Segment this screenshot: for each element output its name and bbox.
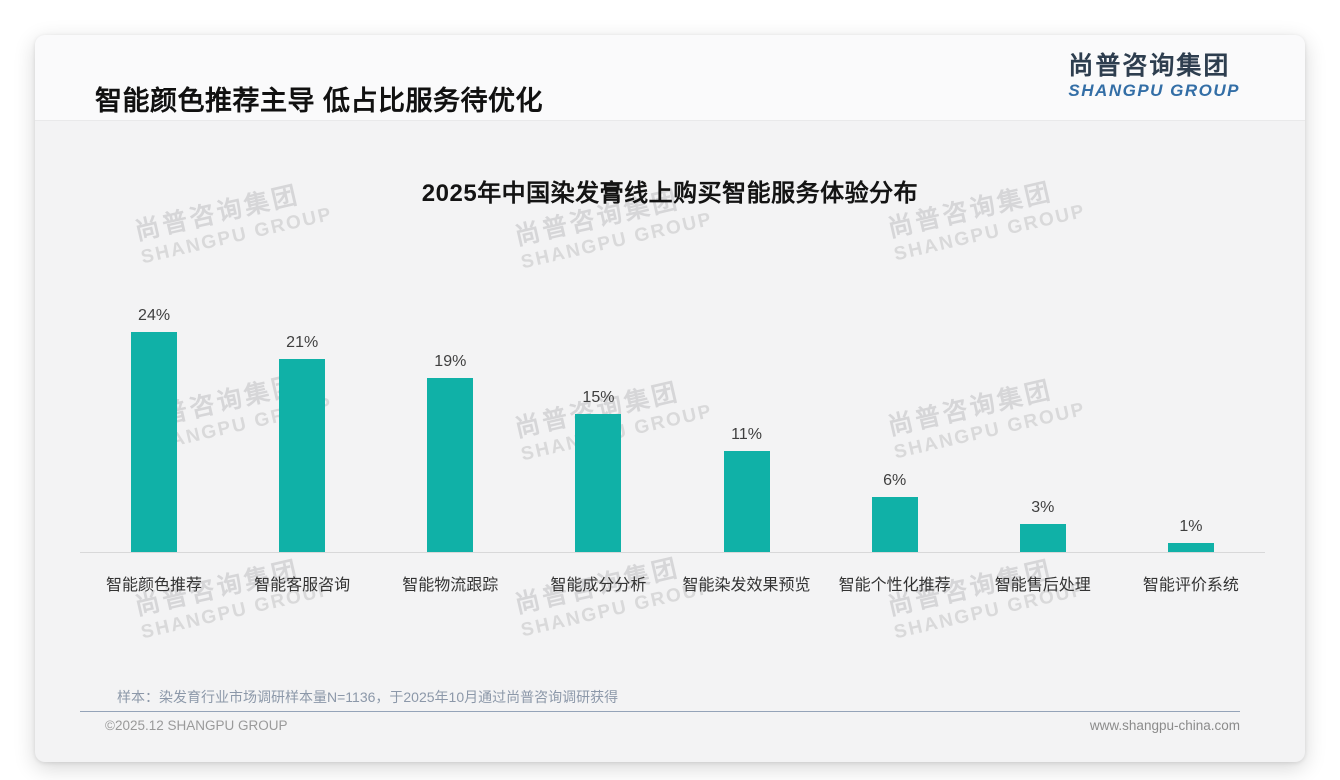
website-text: www.shangpu-china.com [1089, 718, 1240, 733]
chart-column: 1% [1117, 303, 1265, 552]
category-label: 智能颜色推荐 [106, 577, 203, 594]
category-label: 智能染发效果预览 [682, 577, 811, 594]
category-label: 智能成分分析 [550, 577, 647, 594]
bar-value-label: 24% [138, 307, 171, 324]
watermark-text-en: SHANGPU GROUP [892, 200, 1088, 266]
page-title: 智能颜色推荐主导 低占比服务待优化 [95, 86, 544, 116]
category-label: 智能客服咨询 [254, 577, 351, 594]
chart-bar [1019, 524, 1066, 552]
watermark-text-en: SHANGPU GROUP [139, 203, 335, 269]
bar-value-label: 6% [883, 472, 907, 489]
chart-bar [131, 332, 178, 552]
chart-column: 24% [80, 303, 228, 552]
company-logo: 尚普咨询集团 SHANGPU GROUP [1068, 52, 1240, 101]
chart-column: 21% [228, 303, 376, 552]
bar-value-label: 1% [1179, 518, 1203, 535]
category-label: 智能售后处理 [994, 577, 1091, 594]
chart-bar [575, 414, 622, 552]
chart-bar [871, 497, 918, 552]
bar-value-label: 15% [582, 389, 615, 406]
chart-column: 15% [524, 303, 672, 552]
header: 智能颜色推荐主导 低占比服务待优化 尚普咨询集团 SHANGPU GROUP [35, 35, 1305, 121]
category-label: 智能物流跟踪 [402, 577, 499, 594]
chart-column: 6% [821, 303, 969, 552]
chart-bar [1167, 543, 1214, 552]
chart-bar [279, 359, 326, 552]
watermark-text-en: SHANGPU GROUP [519, 208, 715, 274]
bar-value-label: 21% [286, 334, 319, 351]
logo-text-en: SHANGPU GROUP [1068, 80, 1240, 100]
category-label: 智能评价系统 [1142, 577, 1239, 594]
chart-bar [723, 451, 770, 552]
copyright-text: ©2025.12 SHANGPU GROUP [105, 718, 288, 733]
chart-column: 19% [376, 303, 524, 552]
bar-value-label: 3% [1031, 499, 1055, 516]
chart-column: 11% [673, 303, 821, 552]
chart-title: 2025年中国染发膏线上购买智能服务体验分布 [421, 180, 919, 207]
plot-area: 24% 21% 19% 15% 11% 6% 3% 1% [80, 303, 1265, 553]
logo-text-cn: 尚普咨询集团 [1068, 52, 1231, 80]
bar-value-label: 19% [434, 353, 467, 370]
category-axis: 智能颜色推荐 智能客服咨询 智能物流跟踪 智能成分分析 智能染发效果预览 智能个性化推荐 智… [80, 571, 1265, 595]
chart-bar [427, 378, 474, 552]
category-label: 智能个性化推荐 [838, 577, 951, 594]
chart-column: 3% [969, 303, 1117, 552]
slide-card: 智能颜色推荐主导 低占比服务待优化 尚普咨询集团 SHANGPU GROUP 尚… [35, 35, 1305, 762]
footer-divider [80, 711, 1240, 712]
bar-value-label: 11% [731, 426, 762, 443]
sample-footnote: 样本：染发育行业市场调研样本量N=1136，于2025年10月通过尚普咨询调研获… [117, 689, 619, 705]
